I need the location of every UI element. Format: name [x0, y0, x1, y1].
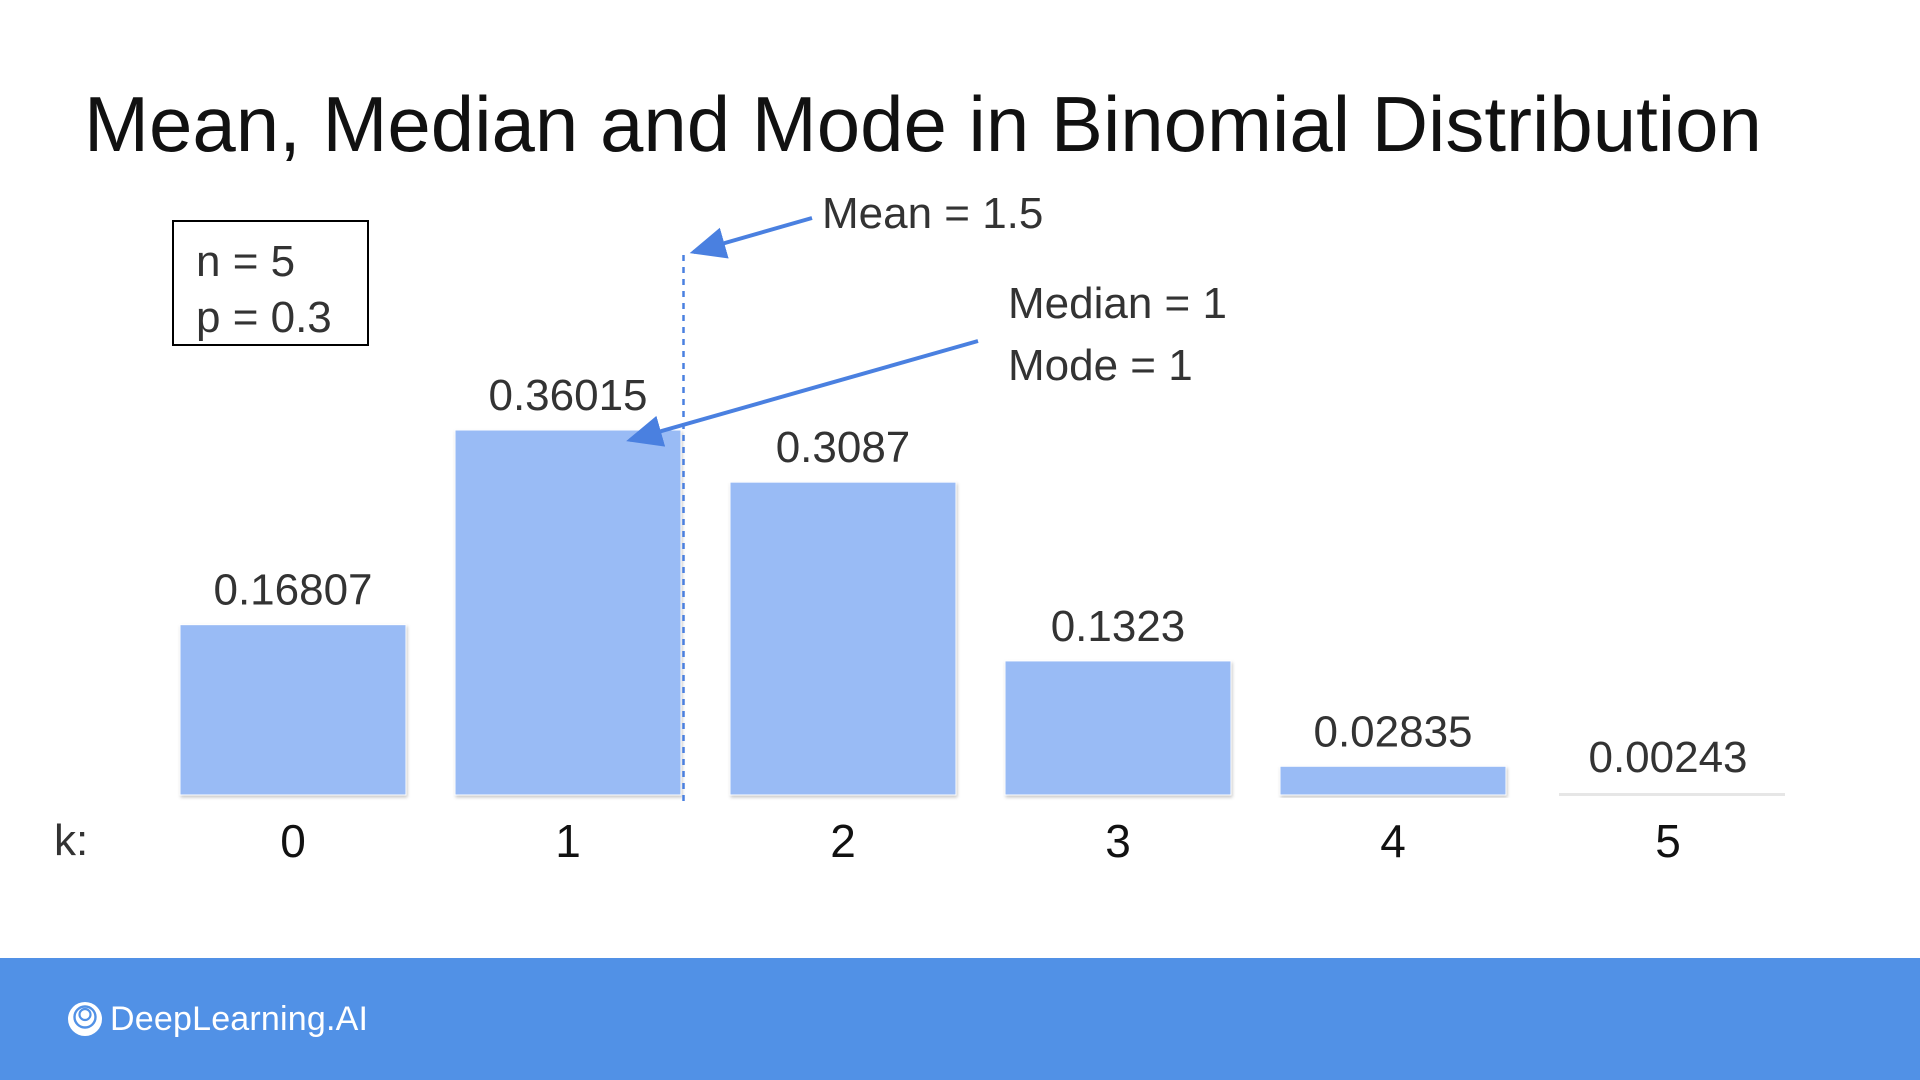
- slide-title: Mean, Median and Mode in Binomial Distri…: [84, 80, 1762, 168]
- param-p: p = 0.3: [196, 293, 332, 342]
- data-label-k-2: 0.3087: [776, 423, 911, 472]
- mean-annotation: Mean = 1.5: [822, 189, 1043, 238]
- median-mode-arrow: [626, 339, 979, 447]
- parameter-box: n = 5 p = 0.3: [172, 220, 369, 346]
- tick-label-k-1: 1: [555, 815, 581, 867]
- annotations-layer: Mean = 1.5 Median = 1 Mode = 1: [626, 189, 1227, 802]
- tick-label-k-4: 4: [1380, 815, 1406, 867]
- footer-bar: DeepLearning.AI: [0, 958, 1920, 1080]
- tick-label-k-5: 5: [1655, 815, 1681, 867]
- data-label-k-1: 0.36015: [488, 371, 647, 420]
- mean-arrow: [689, 216, 813, 259]
- brand-logo: DeepLearning.AI: [66, 998, 368, 1040]
- median-annotation: Median = 1: [1008, 279, 1227, 328]
- data-label-k-4: 0.02835: [1313, 707, 1472, 756]
- tick-label-k-2: 2: [830, 815, 856, 867]
- param-n: n = 5: [196, 237, 296, 286]
- bar-k-5: [1559, 793, 1785, 796]
- mode-annotation: Mode = 1: [1008, 341, 1193, 390]
- bar-k-1: [454, 429, 682, 796]
- bar-k-3: [1004, 660, 1232, 796]
- bars-layer: [179, 429, 1785, 796]
- binomial-bar-chart: 0.16807 0.36015 0.3087 0.1323 0.02835 0.00243…: [54, 189, 1785, 867]
- tick-labels-layer: 0 1 2 3 4 5 k:: [54, 815, 1681, 867]
- data-label-k-0: 0.16807: [213, 566, 372, 615]
- bar-k-2: [729, 481, 957, 796]
- data-label-k-3: 0.1323: [1051, 602, 1186, 651]
- brand-name: DeepLearning.AI: [110, 999, 369, 1038]
- data-label-k-5: 0.00243: [1588, 733, 1747, 782]
- deeplearning-ai-logo-icon: [68, 1002, 102, 1036]
- bar-k-4: [1279, 765, 1507, 796]
- data-labels-layer: 0.16807 0.36015 0.3087 0.1323 0.02835 0.00243: [213, 371, 1747, 782]
- tick-label-k-3: 3: [1105, 815, 1131, 867]
- x-axis-label: k:: [54, 816, 88, 865]
- bar-k-0: [179, 624, 407, 796]
- tick-label-k-0: 0: [280, 815, 306, 867]
